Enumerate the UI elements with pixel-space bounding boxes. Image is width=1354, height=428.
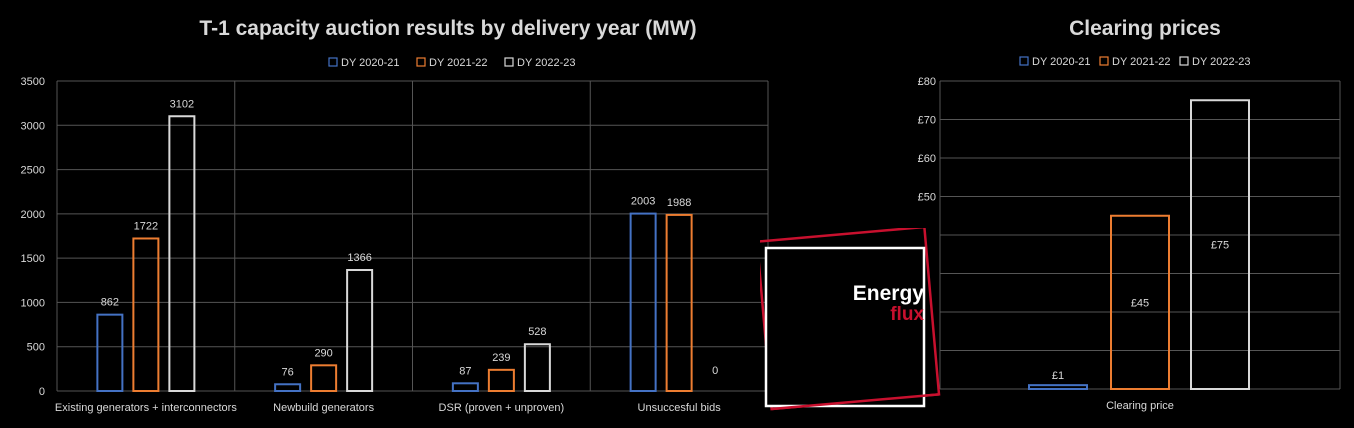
data-label: 87	[459, 365, 471, 377]
price-y-tick-label: £80	[918, 76, 936, 88]
y-tick-label: 3000	[21, 120, 45, 132]
bar-dy-2021-22-dsr-proven-unproven	[487, 368, 515, 392]
x-tick-label-dsr-proven-unproven: DSR (proven + unproven)	[439, 402, 565, 414]
data-label: 0	[712, 365, 718, 377]
data-label: 1366	[347, 252, 371, 264]
bar-dy-2022-23-existing-generators-interconnectors	[168, 115, 196, 392]
data-label: 76	[282, 366, 294, 378]
y-tick-label: 2500	[21, 165, 45, 177]
legend-swatch-dy-2020-21	[328, 57, 338, 67]
data-label: 3102	[170, 98, 194, 110]
data-label: 290	[314, 347, 332, 359]
y-tick-label: 3500	[21, 76, 45, 88]
logo-word-energy: Energy	[853, 282, 925, 305]
legend-label-dy-2021-22: DY 2021-22	[1112, 56, 1171, 68]
price-plot-area: £80 £70 £60 £50 £1 £45 £75 Clearing price	[918, 76, 1341, 412]
data-label: 1988	[667, 197, 691, 209]
price-data-label: £75	[1211, 240, 1229, 252]
legend-label-dy-2020-21: DY 2020-21	[1032, 56, 1091, 68]
bar-dy-2022-23-dsr-proven-unproven	[523, 343, 551, 392]
x-tick-label-newbuild-generators: Newbuild generators	[273, 402, 374, 414]
x-tick-label-existing-generators-interconnectors: Existing generators + interconnectors	[55, 402, 237, 414]
legend-label-dy-2021-22: DY 2021-22	[429, 57, 488, 69]
bar-dy-2020-21-dsr-proven-unproven	[451, 382, 479, 392]
y-tick-label: 1000	[21, 297, 45, 309]
legend-label-dy-2022-23: DY 2022-23	[1192, 56, 1251, 68]
legend-swatch-dy-2021-22	[1099, 56, 1109, 66]
price-y-tick-label: £60	[918, 153, 936, 165]
y-tick-label: 500	[27, 342, 45, 354]
price-y-tick-label: £70	[918, 115, 936, 127]
data-label: 1722	[134, 220, 158, 232]
bar-dy-2022-23-newbuild-generators	[346, 269, 374, 392]
x-tick-label-unsuccesful-bids: Unsuccesful bids	[638, 402, 722, 414]
bar-dy-2020-21-existing-generators-interconnectors	[96, 313, 124, 392]
logo-word-flux: flux	[890, 304, 924, 325]
legend-swatch-dy-2022-23	[504, 57, 514, 67]
price-chart-title: Clearing prices	[1069, 17, 1221, 40]
main-chart-title: T-1 capacity auction results by delivery…	[199, 17, 696, 40]
y-tick-label: 1500	[21, 253, 45, 265]
price-bar-dy-2021-22	[1110, 214, 1170, 390]
bar-dy-2020-21-unsuccesful-bids	[629, 212, 657, 392]
price-data-label: £45	[1131, 297, 1149, 309]
legend-swatch-dy-2022-23	[1179, 56, 1189, 66]
price-bar-dy-2020-21	[1028, 384, 1088, 390]
clearing-prices-chart: Clearing prices DY 2020-21 DY 2021-22 DY 2…	[918, 17, 1341, 412]
price-y-tick-label: £50	[918, 192, 936, 204]
bar-dy-2021-22-existing-generators-interconnectors	[132, 237, 160, 392]
capacity-auction-chart: T-1 capacity auction results by delivery…	[21, 17, 769, 414]
main-plot-area: 0 500 1000 1500 2000 2500 3000 3500 Existing gen…	[21, 76, 769, 414]
bar-dy-2021-22-unsuccesful-bids	[665, 213, 693, 392]
main-legend: DY 2020-21 DY 2021-22 DY 2022-23	[328, 57, 576, 69]
price-legend: DY 2020-21 DY 2021-22 DY 2022-23	[1019, 56, 1251, 68]
data-label: 528	[528, 326, 546, 338]
data-label: 862	[101, 297, 119, 309]
legend-swatch-dy-2021-22	[416, 57, 426, 67]
price-data-label: £1	[1052, 370, 1064, 382]
bar-dy-2020-21-newbuild-generators	[274, 383, 302, 393]
data-label: 2003	[631, 196, 655, 208]
data-label: 239	[492, 352, 510, 364]
y-tick-label: 0	[39, 386, 45, 398]
energyflux-logo: Energy flux	[760, 228, 941, 411]
legend-label-dy-2022-23: DY 2022-23	[517, 57, 576, 69]
price-x-tick-label: Clearing price	[1106, 400, 1174, 412]
y-tick-label: 2000	[21, 209, 45, 221]
price-bar-dy-2022-23	[1190, 99, 1250, 390]
legend-label-dy-2020-21: DY 2020-21	[341, 57, 400, 69]
legend-swatch-dy-2020-21	[1019, 56, 1029, 66]
bar-dy-2021-22-newbuild-generators	[310, 364, 338, 393]
